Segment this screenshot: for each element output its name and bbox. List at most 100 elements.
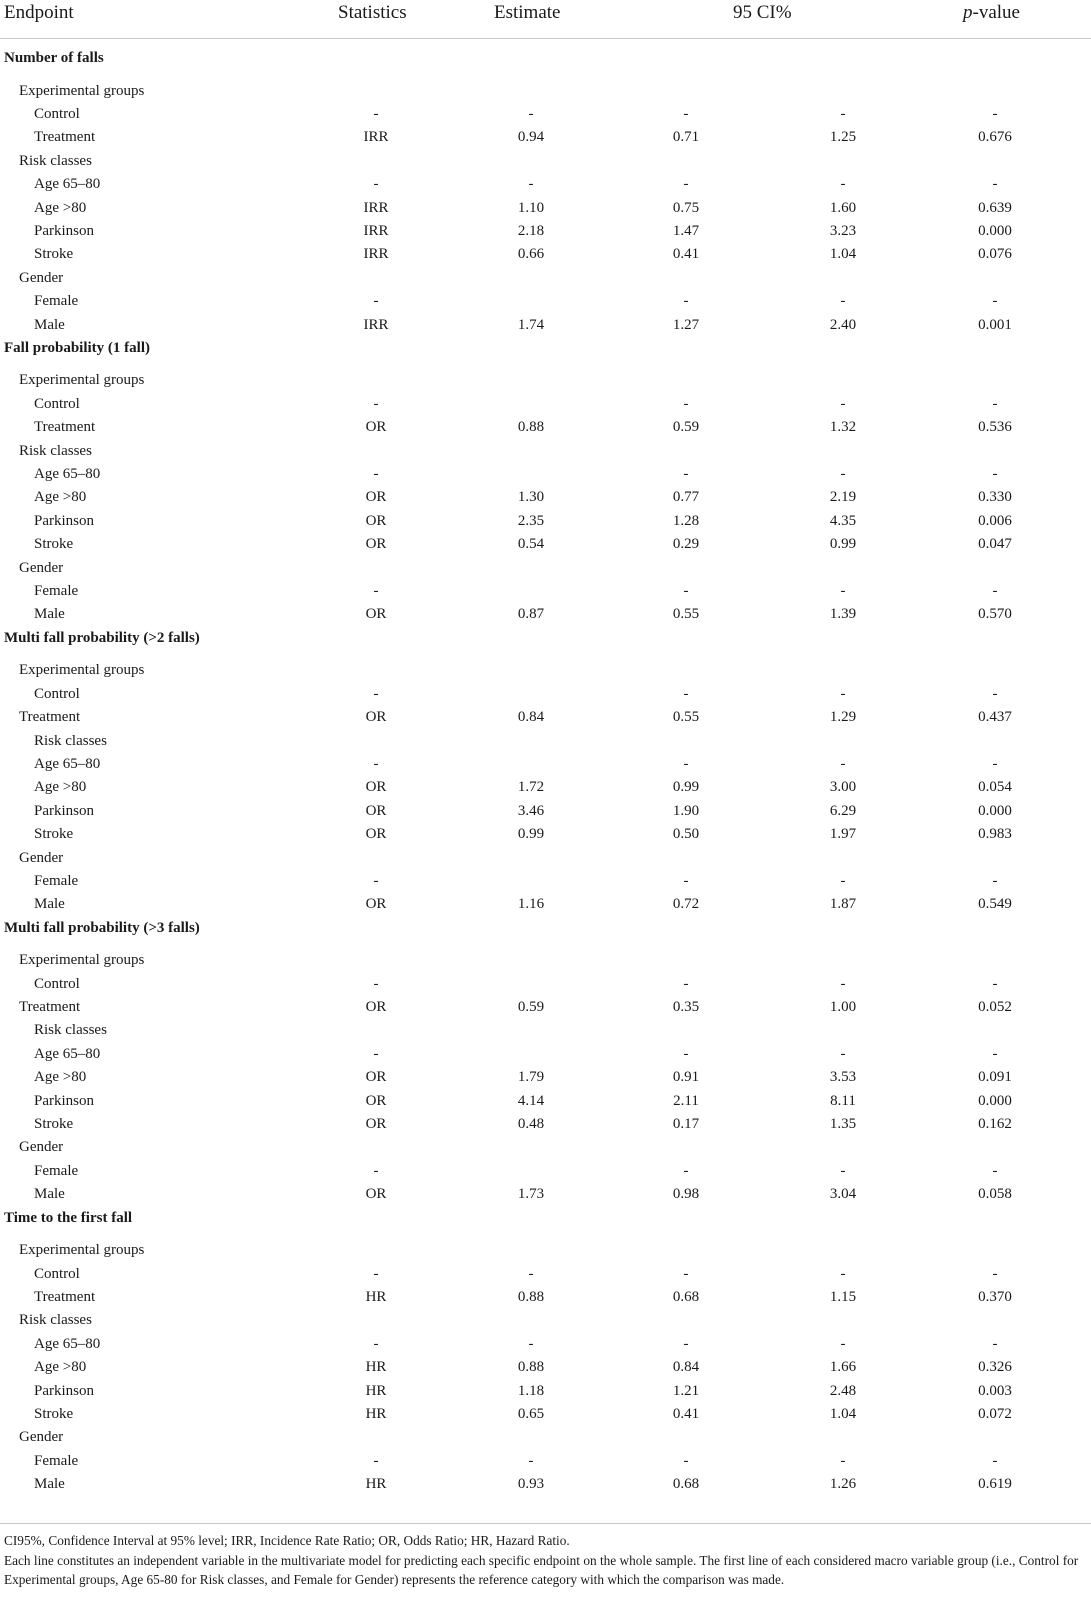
cell-statistics: OR xyxy=(365,779,387,796)
table-row: Experimental groups xyxy=(0,372,1091,396)
cell-ci-lower: - xyxy=(683,1335,689,1352)
table-row: Parkinson OR 2.35 1.28 4.35 0.006 xyxy=(0,513,1091,537)
table-row: Male OR 1.16 0.72 1.87 0.549 xyxy=(0,896,1091,920)
cell-ci-upper: 1.97 xyxy=(829,826,857,843)
row-label: Age >80 xyxy=(34,489,87,506)
cell-estimate: - xyxy=(528,1335,534,1352)
table-row: Age 65–80 - - - - - xyxy=(0,1336,1091,1360)
cell-ci-upper: 1.00 xyxy=(829,999,857,1015)
cell-ci-lower: 0.84 xyxy=(672,1359,700,1376)
table-row: Gender xyxy=(0,1429,1091,1453)
cell-ci-lower: 0.68 xyxy=(672,1288,700,1305)
cell-ci-lower: - xyxy=(683,395,689,412)
cell-ci-lower: 0.77 xyxy=(672,489,700,506)
row-label: Gender xyxy=(19,269,64,286)
cell-ci-lower: 0.17 xyxy=(672,1116,700,1132)
cell-statistics: OR xyxy=(365,489,387,506)
cell-p-value: 0.549 xyxy=(978,896,1012,913)
cell-statistics: OR xyxy=(365,536,387,553)
table-row: Treatment OR 0.84 0.55 1.29 0.437 xyxy=(0,709,1091,733)
cell-p-value: 0.676 xyxy=(978,129,1012,146)
cell-estimate: 4.14 xyxy=(517,1092,545,1109)
row-label: Age >80 xyxy=(34,199,87,216)
row-label: Male xyxy=(34,316,65,333)
table-row: Age >80 HR 0.88 0.84 1.66 0.326 xyxy=(0,1359,1091,1383)
cell-statistics: - xyxy=(373,466,379,482)
table-row: Risk classes xyxy=(0,733,1091,757)
cell-statistics: HR xyxy=(365,1288,387,1305)
cell-p-value: 0.326 xyxy=(978,1359,1012,1376)
cell-estimate: - xyxy=(528,105,534,122)
cell-ci-upper: 1.26 xyxy=(829,1476,857,1493)
table-row: Parkinson IRR 2.18 1.47 3.23 0.000 xyxy=(0,223,1091,247)
table-header: Endpoint Statistics Estimate 95 CI% p-va… xyxy=(0,0,1091,38)
cell-statistics: - xyxy=(373,395,379,412)
cell-statistics: HR xyxy=(365,1476,387,1493)
table-row: Male OR 0.87 0.55 1.39 0.570 xyxy=(0,606,1091,630)
section-heading-row: Number of falls xyxy=(0,50,1091,74)
row-label: Female xyxy=(34,293,79,310)
cell-ci-upper: - xyxy=(840,975,846,992)
table-row: Male OR 1.73 0.98 3.04 0.058 xyxy=(0,1186,1091,1210)
cell-estimate: 3.46 xyxy=(517,802,545,819)
cell-p-value: - xyxy=(992,293,998,310)
cell-estimate: 0.88 xyxy=(517,1359,545,1376)
header-ci: 95 CI% xyxy=(733,2,792,23)
table-row: Risk classes xyxy=(0,1022,1091,1046)
row-label: Age >80 xyxy=(34,1359,87,1376)
cell-estimate: 1.72 xyxy=(517,779,545,796)
row-label: Experimental groups xyxy=(19,662,145,679)
row-label: Treatment xyxy=(34,1288,96,1305)
cell-statistics: HR xyxy=(365,1405,387,1422)
cell-p-value: 0.054 xyxy=(978,779,1012,796)
cell-ci-upper: 1.04 xyxy=(829,246,857,263)
header-statistics: Statistics xyxy=(338,2,407,23)
table-row: Female - - - - xyxy=(0,1163,1091,1187)
cell-ci-upper: - xyxy=(840,685,846,702)
cell-statistics: HR xyxy=(365,1359,387,1376)
row-label: Treatment xyxy=(34,419,96,436)
cell-ci-upper: 1.29 xyxy=(829,709,857,726)
cell-ci-lower: - xyxy=(683,1265,689,1282)
cell-p-value: 0.091 xyxy=(978,1069,1012,1086)
row-label: Parkinson xyxy=(34,1382,94,1399)
cell-ci-lower: - xyxy=(683,1045,689,1062)
cell-ci-lower: - xyxy=(683,176,689,193)
footnote-note: Each line constitutes an independent var… xyxy=(4,1553,1079,1587)
table-row: Age 65–80 - - - - xyxy=(0,1046,1091,1070)
cell-ci-lower: - xyxy=(683,583,689,599)
cell-estimate: 1.30 xyxy=(517,489,545,506)
row-label: Risk classes xyxy=(34,1022,107,1039)
cell-estimate: 1.79 xyxy=(517,1069,545,1086)
table-row: Parkinson HR 1.18 1.21 2.48 0.003 xyxy=(0,1383,1091,1407)
header-endpoint: Endpoint xyxy=(4,2,74,23)
cell-estimate: 0.66 xyxy=(517,246,545,263)
row-label: Control xyxy=(34,105,80,122)
row-label: Female xyxy=(34,1452,79,1469)
cell-ci-lower: 1.47 xyxy=(672,222,700,239)
cell-statistics: - xyxy=(373,685,379,702)
row-label: Gender xyxy=(19,849,64,866)
cell-ci-upper: 1.39 xyxy=(829,606,857,623)
cell-ci-upper: - xyxy=(840,395,846,412)
table-row: Stroke HR 0.65 0.41 1.04 0.072 xyxy=(0,1406,1091,1430)
cell-p-value: 0.047 xyxy=(978,536,1012,553)
cell-estimate: 1.10 xyxy=(517,199,545,216)
cell-statistics: - xyxy=(373,1335,379,1352)
row-label: Risk classes xyxy=(19,1312,92,1329)
cell-statistics: OR xyxy=(365,1092,387,1109)
cell-statistics: - xyxy=(373,1162,379,1179)
table-row: Control - - - - xyxy=(0,396,1091,420)
row-label: Risk classes xyxy=(19,442,92,459)
table-row: Age 65–80 - - - - xyxy=(0,756,1091,780)
table-row: Male HR 0.93 0.68 1.26 0.619 xyxy=(0,1476,1091,1500)
cell-estimate: - xyxy=(528,1265,534,1282)
row-label: Stroke xyxy=(34,246,74,263)
cell-p-value: - xyxy=(992,466,998,482)
table-row: Parkinson OR 3.46 1.90 6.29 0.000 xyxy=(0,803,1091,827)
table-row: Gender xyxy=(0,270,1091,294)
cell-ci-lower: - xyxy=(683,755,689,772)
header-p-italic: p xyxy=(963,2,973,23)
cell-ci-upper: 1.66 xyxy=(829,1359,857,1376)
row-label: Control xyxy=(34,395,80,412)
